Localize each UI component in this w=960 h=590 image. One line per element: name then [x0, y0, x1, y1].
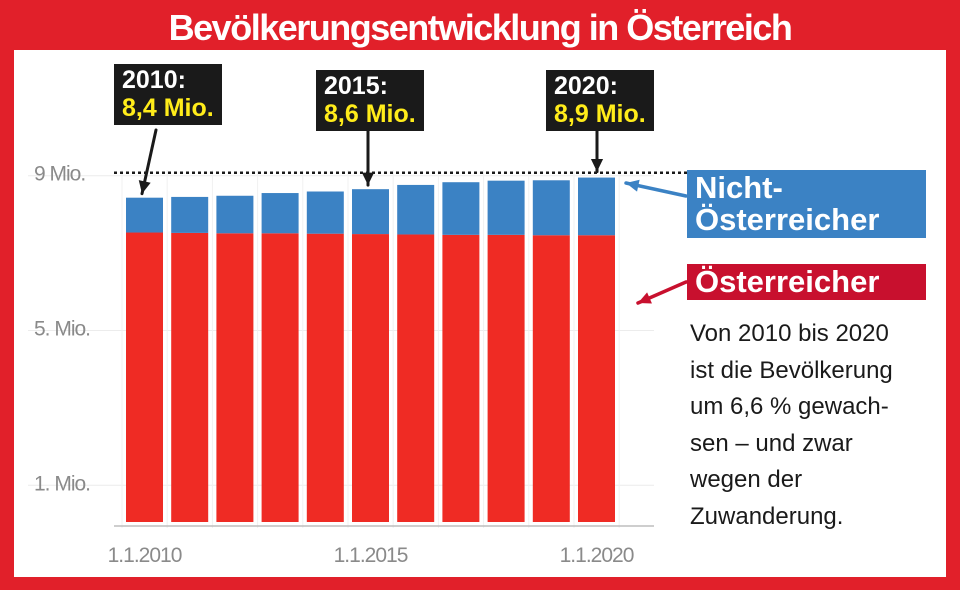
- note-line: wegen der: [690, 466, 803, 493]
- bar-non-austrians-2014: [306, 191, 344, 234]
- bar-austrians-2012: [216, 233, 254, 522]
- bar-austrians-2019: [532, 235, 570, 522]
- annotation-year: 2020:: [554, 72, 618, 100]
- note-line: Zuwanderung.: [690, 502, 844, 530]
- annotation-2015: 2015: 8,6 Mio.: [316, 70, 424, 131]
- x-tick-label: 1.1.2020: [560, 544, 634, 567]
- note-line: um 6,6 % gewach-: [690, 393, 889, 420]
- bar-austrians-2013: [261, 233, 299, 522]
- arrow-2010-head: [138, 180, 151, 194]
- annotation-year: 2015:: [324, 72, 388, 100]
- legend-non-austrians-line2: Österreicher: [695, 202, 880, 237]
- legend-non-austrians: Nicht- Österreicher: [687, 170, 926, 238]
- arrow-legend-non-austrians-head: [626, 179, 640, 192]
- note-line: ist die Bevölkerung: [690, 356, 893, 384]
- annotation-2020: 2020: 8,9 Mio.: [546, 70, 654, 131]
- bar-austrians-2018: [487, 234, 525, 522]
- bar-non-austrians-2018: [487, 180, 525, 235]
- annotation-value: 8,4 Mio.: [122, 94, 214, 122]
- y-tick-label: 1. Mio.: [34, 472, 90, 495]
- bar-austrians-2020: [578, 235, 615, 522]
- y-tick-label: 5. Mio.: [34, 318, 90, 341]
- bar-non-austrians-2012: [216, 195, 254, 234]
- chart-panel: 9 Mio. 5. Mio. 1. Mio. 1.1.2010 1.1.2015 1.1.…: [14, 50, 946, 577]
- note-line: sen – und zwar: [690, 429, 853, 457]
- annotation-value: 8,9 Mio.: [554, 100, 646, 128]
- arrow-2020-head: [590, 158, 604, 172]
- bar-austrians-2015: [352, 234, 389, 522]
- note-line: Von 2010 bis 2020: [690, 320, 889, 347]
- x-tick-label: 1.1.2010: [108, 544, 182, 567]
- arrow-legend-austrians-head: [638, 292, 652, 304]
- bar-non-austrians-2017: [442, 182, 480, 235]
- annotation-year: 2010:: [122, 66, 186, 94]
- chart-title: Bevölkerungsentwicklung in Österreich: [168, 7, 793, 48]
- bar-non-austrians-2011: [171, 196, 209, 233]
- explanation-note: Von 2010 bis 2020 ist die Bevölkerung um…: [690, 316, 938, 535]
- bar-austrians-2017: [442, 234, 480, 522]
- bar-non-austrians-2016: [397, 184, 435, 235]
- annotation-value: 8,6 Mio.: [324, 100, 416, 128]
- bar-austrians-2010: [126, 232, 163, 523]
- y-tick-label: 9 Mio.: [34, 163, 85, 186]
- population-chart: 9 Mio. 5. Mio. 1. Mio. 1.1.2010 1.1.2015 1.1.…: [28, 128, 702, 567]
- x-tick-label: 1.1.2015: [334, 544, 408, 567]
- bar-non-austrians-2015: [352, 189, 389, 235]
- bar-non-austrians-2019: [532, 180, 570, 236]
- annotation-2010: 2010: 8,4 Mio.: [114, 64, 222, 125]
- bar-non-austrians-2013: [261, 193, 299, 234]
- bar-austrians-2016: [397, 234, 435, 523]
- arrow-2015-head: [361, 172, 375, 186]
- bar-non-austrians-2010: [126, 197, 163, 233]
- bar-austrians-2014: [306, 233, 344, 522]
- bar-austrians-2011: [171, 232, 209, 522]
- legend-austrians: Österreicher: [687, 264, 926, 300]
- legend-non-austrians-line1: Nicht-: [695, 170, 783, 205]
- bar-non-austrians-2020: [578, 177, 615, 236]
